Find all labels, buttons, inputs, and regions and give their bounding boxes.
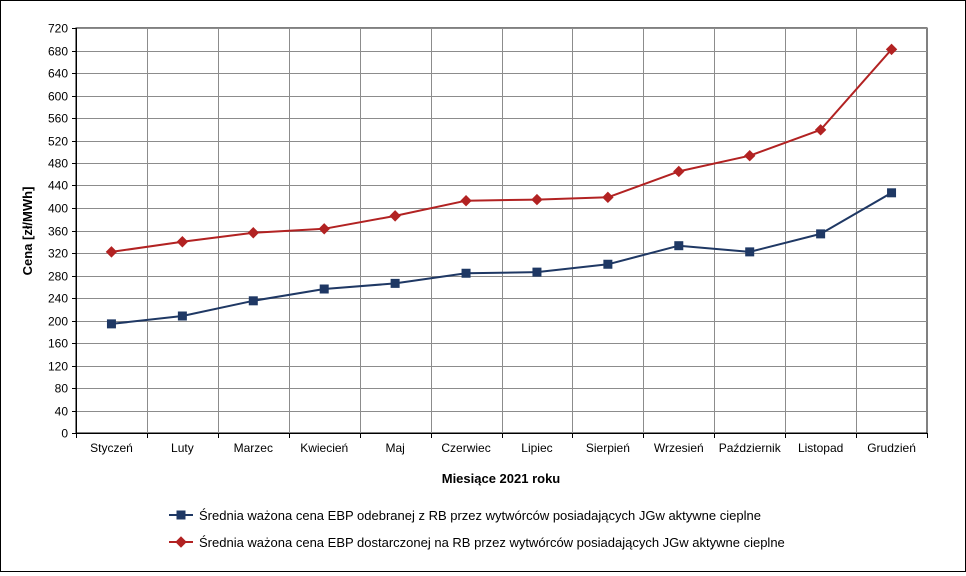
y-tick-label: 320: [48, 247, 68, 261]
x-tick-label: Marzec: [234, 441, 273, 455]
y-tick-label: 480: [48, 157, 68, 171]
y-tick-label: 400: [48, 202, 68, 216]
series-2: [105, 43, 898, 258]
y-tick-label: 120: [48, 360, 68, 374]
y-tick-label: 640: [48, 67, 68, 81]
data-point: [816, 229, 826, 239]
data-point: [105, 246, 118, 258]
legend-marker: [176, 510, 186, 520]
y-tick-labels: 0 40 80 120 160 200 240 280 320 360 400 440 480 520 56…: [48, 22, 68, 441]
data-point: [390, 278, 400, 288]
data-point: [674, 241, 684, 251]
x-axis-title: Miesiące 2021 roku: [442, 471, 561, 486]
legend-label: Średnia ważona cena EBP dostarczonej na …: [199, 535, 785, 550]
data-point: [745, 247, 755, 257]
y-tick-label: 560: [48, 112, 68, 126]
series-line: [111, 191, 893, 325]
data-point: [177, 311, 187, 321]
axes: [72, 28, 928, 438]
y-tick-label: 160: [48, 337, 68, 351]
x-tick-label: Styczeń: [90, 441, 133, 455]
x-tick-label: Maj: [385, 441, 404, 455]
legend: Średnia ważona cena EBP odebranej z RB p…: [169, 508, 785, 550]
series: [105, 43, 898, 329]
data-point: [247, 227, 259, 239]
data-point: [176, 236, 189, 248]
x-tick-label: Wrzesień: [654, 441, 704, 455]
x-tick-label: Grudzień: [867, 441, 916, 455]
y-tick-label: 280: [48, 270, 68, 284]
x-tick-label: Październik: [719, 441, 782, 455]
data-point: [389, 210, 401, 222]
x-tick-label: Lipiec: [521, 441, 552, 455]
y-tick-label: 600: [48, 90, 68, 104]
data-point: [106, 319, 116, 329]
y-tick-label: 720: [48, 22, 68, 36]
legend-item: Średnia ważona cena EBP dostarczonej na …: [169, 535, 785, 550]
y-tick-label: 80: [55, 382, 69, 396]
y-tick-label: 440: [48, 179, 68, 193]
y-tick-label: 520: [48, 135, 68, 149]
data-point: [744, 149, 756, 162]
x-tick-label: Czerwiec: [441, 441, 490, 455]
x-tick-label: Sierpień: [586, 441, 630, 455]
data-point: [248, 296, 258, 306]
data-point: [885, 43, 898, 56]
data-point: [814, 124, 827, 136]
y-tick-label: 40: [55, 405, 69, 419]
legend-item: Średnia ważona cena EBP odebranej z RB p…: [169, 508, 761, 523]
data-point: [603, 259, 613, 269]
data-point: [673, 165, 685, 178]
data-point: [461, 268, 471, 278]
data-point: [602, 191, 614, 204]
plot-area: [75, 27, 928, 434]
x-tick-label: Listopad: [798, 441, 843, 455]
series-1: [106, 188, 897, 329]
y-tick-label: 200: [48, 315, 68, 329]
data-point: [318, 223, 330, 235]
grid: [75, 27, 928, 434]
y-tick-label: 240: [48, 292, 68, 306]
data-point: [532, 267, 542, 277]
x-tick-labels: Styczeń Luty Marzec Kwiecień Maj Czerwiec Lipi…: [90, 441, 916, 455]
y-axis-title: Cena [zł/MWh]: [20, 187, 35, 276]
data-point: [319, 284, 329, 294]
series-line: [111, 48, 893, 253]
y-tick-label: 680: [48, 45, 68, 59]
legend-label: Średnia ważona cena EBP odebranej z RB p…: [199, 508, 761, 523]
y-tick-label: 360: [48, 225, 68, 239]
legend-marker: [175, 536, 187, 548]
x-tick-label: Luty: [171, 441, 194, 455]
x-tick-label: Kwiecień: [300, 441, 348, 455]
data-point: [531, 193, 543, 206]
data-point: [887, 188, 897, 198]
y-tick-label: 0: [61, 427, 68, 441]
data-point: [460, 194, 472, 207]
